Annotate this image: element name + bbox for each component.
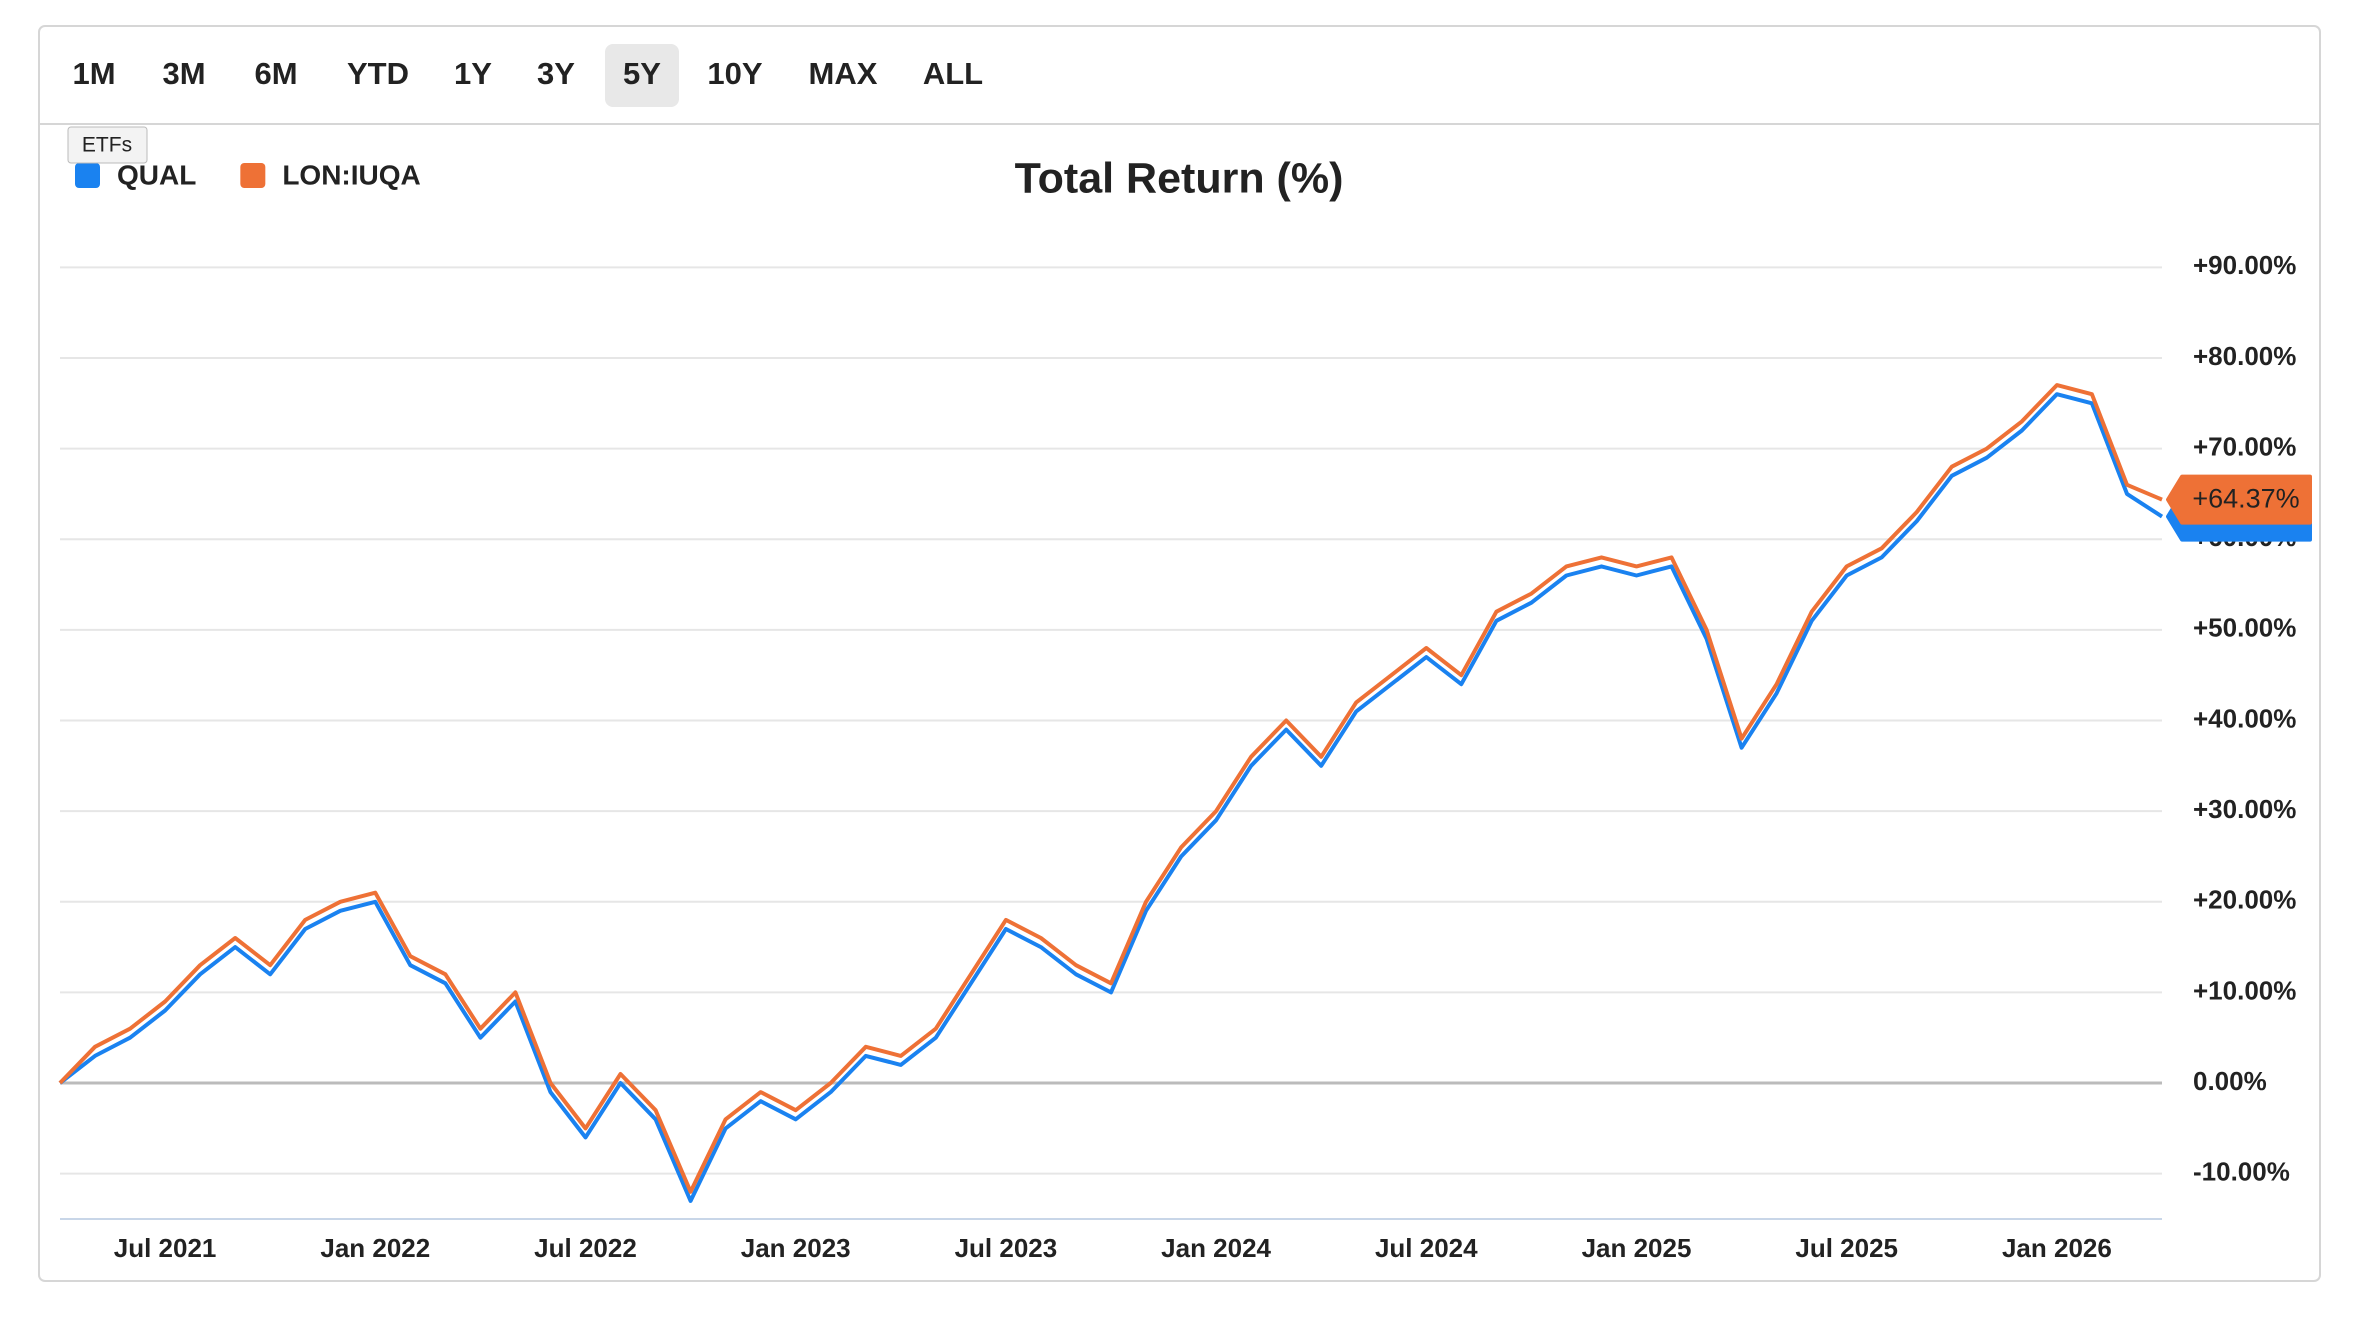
x-tick-label: Jul 2021 [114,1233,217,1263]
range-button[interactable]: ALL [923,56,983,91]
range-button[interactable]: 3M [162,56,205,91]
tooltip-text: ETFs [82,134,132,157]
series-line [58,392,2164,1203]
legend-swatch [240,163,266,188]
tooltip: ETFs [67,126,148,164]
range-bar: 1M 3M 6M YTD 1Y 3Y 5Y 10Y MAX ALL [72,44,983,107]
y-tick-label: +30.00% [2193,794,2296,824]
y-tick-label: +50.00% [2193,613,2296,643]
range-button[interactable]: MAX [809,56,878,91]
range-button[interactable]: 10Y [707,56,762,91]
x-tick-label: Jan 2024 [1161,1233,1271,1263]
y-tick-label: 0.00% [2193,1066,2267,1096]
end-label-box [2166,474,2312,525]
y-tick-label: -10.00% [2193,1157,2290,1187]
range-button[interactable]: 1Y [454,56,492,91]
range-button[interactable]: YTD [347,56,409,91]
range-button[interactable]: 1M [72,56,115,91]
x-tick-label: Jan 2025 [1582,1233,1692,1263]
y-tick-label: +10.00% [2193,975,2296,1005]
frame [38,25,2321,1282]
chart: Total Return (%)+90.00%+80.00%+70.00%+60… [58,154,2312,1263]
range-button[interactable]: 5Y [623,56,661,91]
y-tick-label: +80.00% [2193,341,2296,371]
range-button[interactable]: 6M [254,56,297,91]
chart-title: Total Return (%) [1015,154,1344,202]
selected-button-bg [605,44,679,107]
x-tick-label: Jan 2022 [320,1233,430,1263]
tooltip-box [67,126,148,164]
x-tick-label: Jan 2026 [2002,1233,2112,1263]
series-line [58,383,2163,1194]
end-label: +64.37% [2192,484,2299,514]
x-tick-label: Jul 2025 [1795,1233,1898,1263]
x-tick-label: Jul 2022 [534,1233,637,1263]
y-tick-label: +70.00% [2193,431,2296,461]
legend-label: LON:IUQA [282,159,420,190]
y-tick-label: +20.00% [2193,885,2296,915]
range-button[interactable]: 3Y [537,56,575,91]
legend-label: QUAL [117,159,196,190]
legend-swatch [75,163,100,188]
y-tick-label: +90.00% [2193,250,2296,280]
x-tick-label: Jul 2024 [1375,1233,1478,1263]
x-tick-label: Jul 2023 [955,1233,1058,1263]
x-tick-label: Jan 2023 [741,1233,851,1263]
y-tick-label: +40.00% [2193,703,2296,733]
